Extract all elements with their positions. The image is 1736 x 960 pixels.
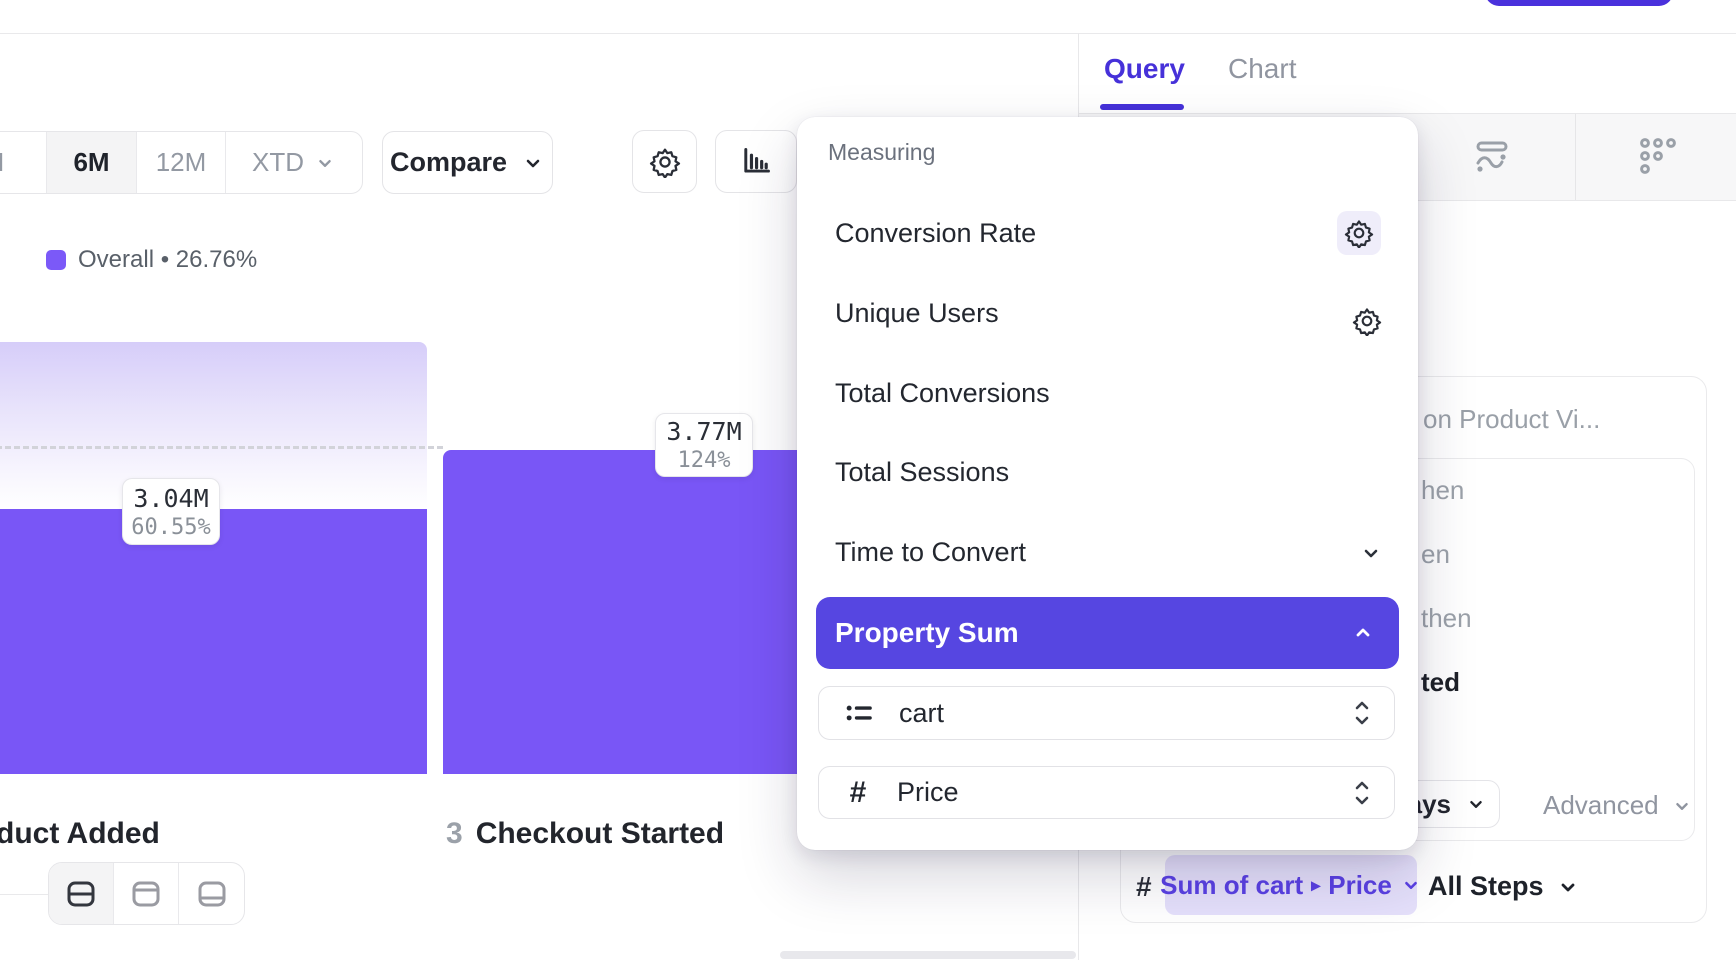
top-header (0, 0, 1736, 34)
menu-item-unique-users[interactable]: Unique Users (835, 298, 999, 328)
chart-type-button[interactable] (715, 130, 797, 193)
horizontal-scrollbar[interactable] (780, 951, 1076, 959)
menu-item-total-sessions[interactable]: Total Sessions (835, 457, 1010, 487)
menu-title: Measuring (828, 139, 936, 165)
funnel-bar-product-added[interactable] (0, 509, 427, 774)
layout-bottom-bar-button[interactable] (179, 863, 244, 924)
step-label-checkout-started: 3 Checkout Started (446, 817, 725, 850)
legend-label: Overall • 26.76% (78, 246, 258, 273)
active-tab-underline (1100, 104, 1184, 110)
range-3m-button[interactable]: M (0, 132, 47, 193)
tab-query[interactable]: Query (1104, 53, 1185, 84)
select-stepper-icon (1350, 777, 1374, 809)
flow-icon (1470, 135, 1514, 179)
select-stepper-icon (1350, 697, 1374, 729)
layout-top-bar-button[interactable] (114, 863, 179, 924)
menu-item-conversion-rate[interactable]: Conversion Rate (835, 218, 1037, 248)
menu-item-time-to-convert[interactable]: Time to Convert (835, 537, 1027, 567)
advanced-button[interactable]: Advanced (1543, 790, 1693, 821)
bar-chart-icon (739, 145, 773, 179)
value-percent: 60.55% (131, 514, 211, 540)
layout-top-icon (129, 877, 163, 911)
menu-item-total-conversions[interactable]: Total Conversions (835, 378, 1050, 408)
chevron-down-icon (1465, 793, 1487, 815)
breadcrumb-arrow-icon: ▸ (1311, 875, 1321, 895)
gear-icon (649, 146, 681, 178)
step-row-truncated[interactable]: then (1421, 603, 1472, 633)
steps-grid-button[interactable] (1636, 136, 1680, 178)
step-row-truncated[interactable]: en (1421, 539, 1450, 569)
step-row-truncated-active[interactable]: ted (1421, 667, 1460, 697)
number-property-icon: # (1136, 871, 1152, 902)
value-card-checkout-started: 3.77M 124% (655, 413, 753, 477)
value-amount: 3.04M (133, 483, 209, 513)
compare-button[interactable]: Compare (382, 131, 553, 194)
sum-of-cart-price-pill[interactable]: Sum of cart ▸ Price (1160, 855, 1417, 915)
tab-chart[interactable]: Chart (1228, 53, 1297, 84)
chevron-down-icon (1556, 875, 1580, 899)
chevron-down-icon (1400, 874, 1422, 896)
layout-switcher (48, 862, 245, 925)
number-property-icon: # (849, 775, 867, 809)
measuring-dropdown-menu: Measuring Conversion Rate Unique Users T… (797, 117, 1418, 850)
reference-dashed-line (0, 446, 443, 449)
dots-grid-icon (1636, 136, 1680, 178)
date-range-segmented-control: M 6M 12M XTD (0, 131, 363, 194)
layout-bottom-icon (195, 877, 229, 911)
toolbar-divider (1575, 114, 1576, 200)
gear-icon (1344, 218, 1374, 248)
layout-split-icon (64, 877, 98, 911)
legend-item-overall[interactable]: Overall • 26.76% (46, 246, 257, 274)
chevron-down-icon (1671, 795, 1693, 817)
range-12m-button[interactable]: 12M (137, 132, 226, 193)
value-percent: 124% (677, 448, 731, 473)
menu-item-property-sum-selected[interactable]: Property Sum (816, 597, 1399, 669)
card-header-truncated: on Product Vi... (1423, 404, 1601, 434)
chart-settings-button[interactable] (632, 130, 697, 193)
layout-split-horizontal-button[interactable] (49, 863, 114, 924)
flow-view-button[interactable] (1470, 135, 1514, 179)
chevron-down-icon (314, 152, 336, 174)
range-xtd-button[interactable]: XTD (226, 132, 362, 193)
all-steps-dropdown[interactable]: All Steps (1428, 871, 1580, 902)
value-card-product-added: 3.04M 60.55% (122, 478, 220, 545)
step-row-truncated[interactable]: hen (1421, 475, 1465, 505)
primary-cta-button[interactable] (1485, 0, 1673, 6)
step-label-product-added: duct Added (0, 817, 160, 850)
chevron-up-icon (1351, 621, 1375, 645)
range-6m-button[interactable]: 6M (47, 132, 137, 193)
chevron-down-icon (1359, 541, 1383, 565)
value-amount: 3.77M (666, 417, 742, 446)
divider (0, 894, 48, 895)
property-select-price[interactable]: # Price (818, 766, 1395, 819)
property-select-cart[interactable]: cart (818, 686, 1395, 740)
conversion-rate-settings-button[interactable] (1337, 211, 1381, 255)
step-number: 3 (446, 817, 463, 850)
list-property-icon (843, 697, 875, 729)
legend-swatch (46, 250, 66, 270)
chevron-down-icon (521, 151, 545, 175)
gear-icon (1352, 306, 1382, 336)
unique-users-settings-button[interactable] (1345, 299, 1389, 343)
